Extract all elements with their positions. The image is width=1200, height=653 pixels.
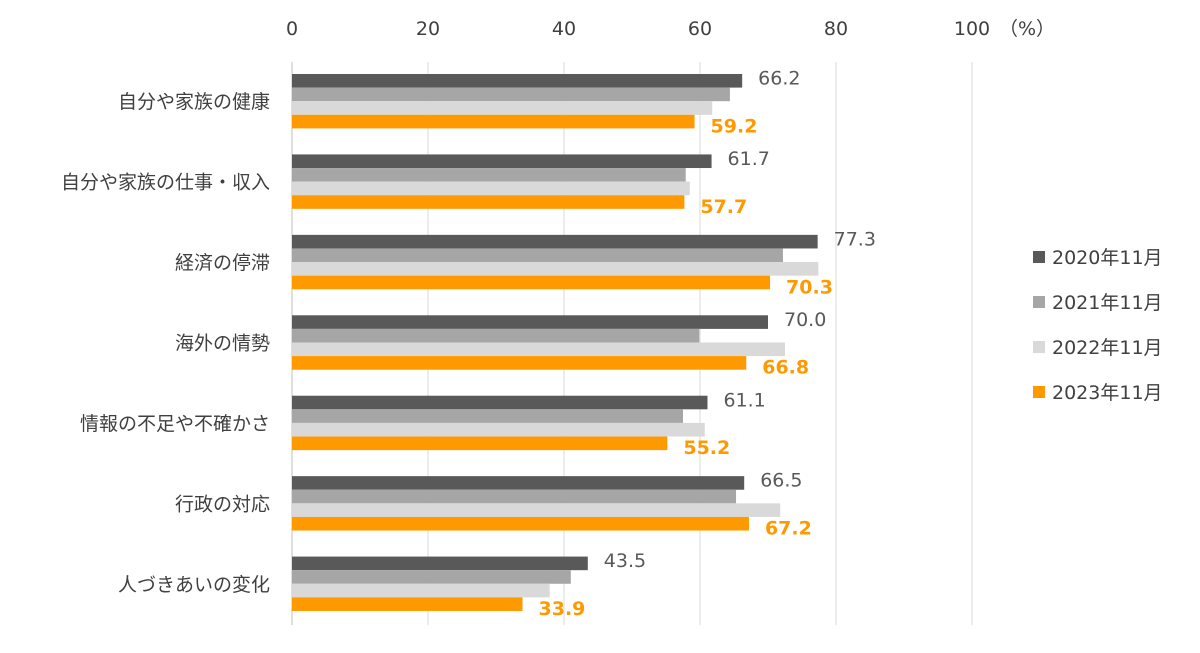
legend-swatch xyxy=(1033,386,1045,398)
bar xyxy=(292,154,712,169)
category-label: 自分や家族の健康 xyxy=(118,91,270,113)
legend-label: 2022年11月 xyxy=(1052,337,1163,359)
data-label: 61.7 xyxy=(728,148,770,170)
data-label: 70.3 xyxy=(786,276,833,298)
bar xyxy=(292,181,690,196)
data-label: 43.5 xyxy=(604,550,646,572)
bar xyxy=(292,315,768,329)
bar xyxy=(292,248,783,263)
bar xyxy=(292,395,708,410)
category-label: 経済の停滞 xyxy=(175,252,270,274)
legend-label: 2021年11月 xyxy=(1052,292,1163,314)
x-tick-label: 80 xyxy=(824,18,848,40)
data-label: 33.9 xyxy=(539,598,586,620)
bar xyxy=(292,328,700,343)
x-tick-label: 0 xyxy=(286,18,298,40)
data-label: 59.2 xyxy=(711,115,758,137)
bar xyxy=(292,476,745,490)
data-label: 67.2 xyxy=(765,518,812,540)
legend-swatch xyxy=(1033,341,1045,353)
bar xyxy=(292,489,737,504)
data-label: 66.5 xyxy=(760,470,802,492)
bar xyxy=(292,262,819,276)
bar xyxy=(292,356,747,370)
bar xyxy=(292,275,771,290)
category-label: 行政の対応 xyxy=(175,493,270,515)
unit-label: （%） xyxy=(999,18,1055,40)
bar xyxy=(292,114,695,129)
bar xyxy=(292,503,781,517)
bar xyxy=(292,583,550,598)
data-label: 66.2 xyxy=(758,68,800,90)
x-tick-label: 100 xyxy=(954,18,990,40)
bar xyxy=(292,516,749,531)
data-label: 57.7 xyxy=(700,196,747,218)
bar xyxy=(292,87,730,102)
x-tick-label: 20 xyxy=(416,18,440,40)
bar xyxy=(292,342,785,357)
x-tick-label: 40 xyxy=(552,18,576,40)
bar xyxy=(292,234,818,249)
bar xyxy=(292,74,743,88)
legend-label: 2023年11月 xyxy=(1052,382,1163,404)
data-label: 70.0 xyxy=(784,309,826,331)
bar xyxy=(292,436,668,451)
category-label: 情報の不足や不確かさ xyxy=(80,413,270,435)
bar xyxy=(292,422,705,437)
x-tick-label: 60 xyxy=(688,18,712,40)
category-label: 人づきあいの変化 xyxy=(118,574,270,596)
data-label: 77.3 xyxy=(834,228,876,250)
bar xyxy=(292,168,686,182)
bar xyxy=(292,101,713,115)
legend-swatch xyxy=(1033,251,1045,263)
bar xyxy=(292,195,685,209)
data-label: 66.8 xyxy=(762,357,809,379)
bar xyxy=(292,597,523,611)
legend-swatch xyxy=(1033,296,1045,308)
bar xyxy=(292,409,683,423)
bar xyxy=(292,570,571,584)
data-label: 61.1 xyxy=(723,389,765,411)
category-label: 自分や家族の仕事・収入 xyxy=(61,172,270,194)
category-label: 海外の情勢 xyxy=(175,332,270,354)
bar xyxy=(292,556,588,571)
legend-label: 2020年11月 xyxy=(1052,247,1163,269)
data-label: 55.2 xyxy=(683,437,730,459)
